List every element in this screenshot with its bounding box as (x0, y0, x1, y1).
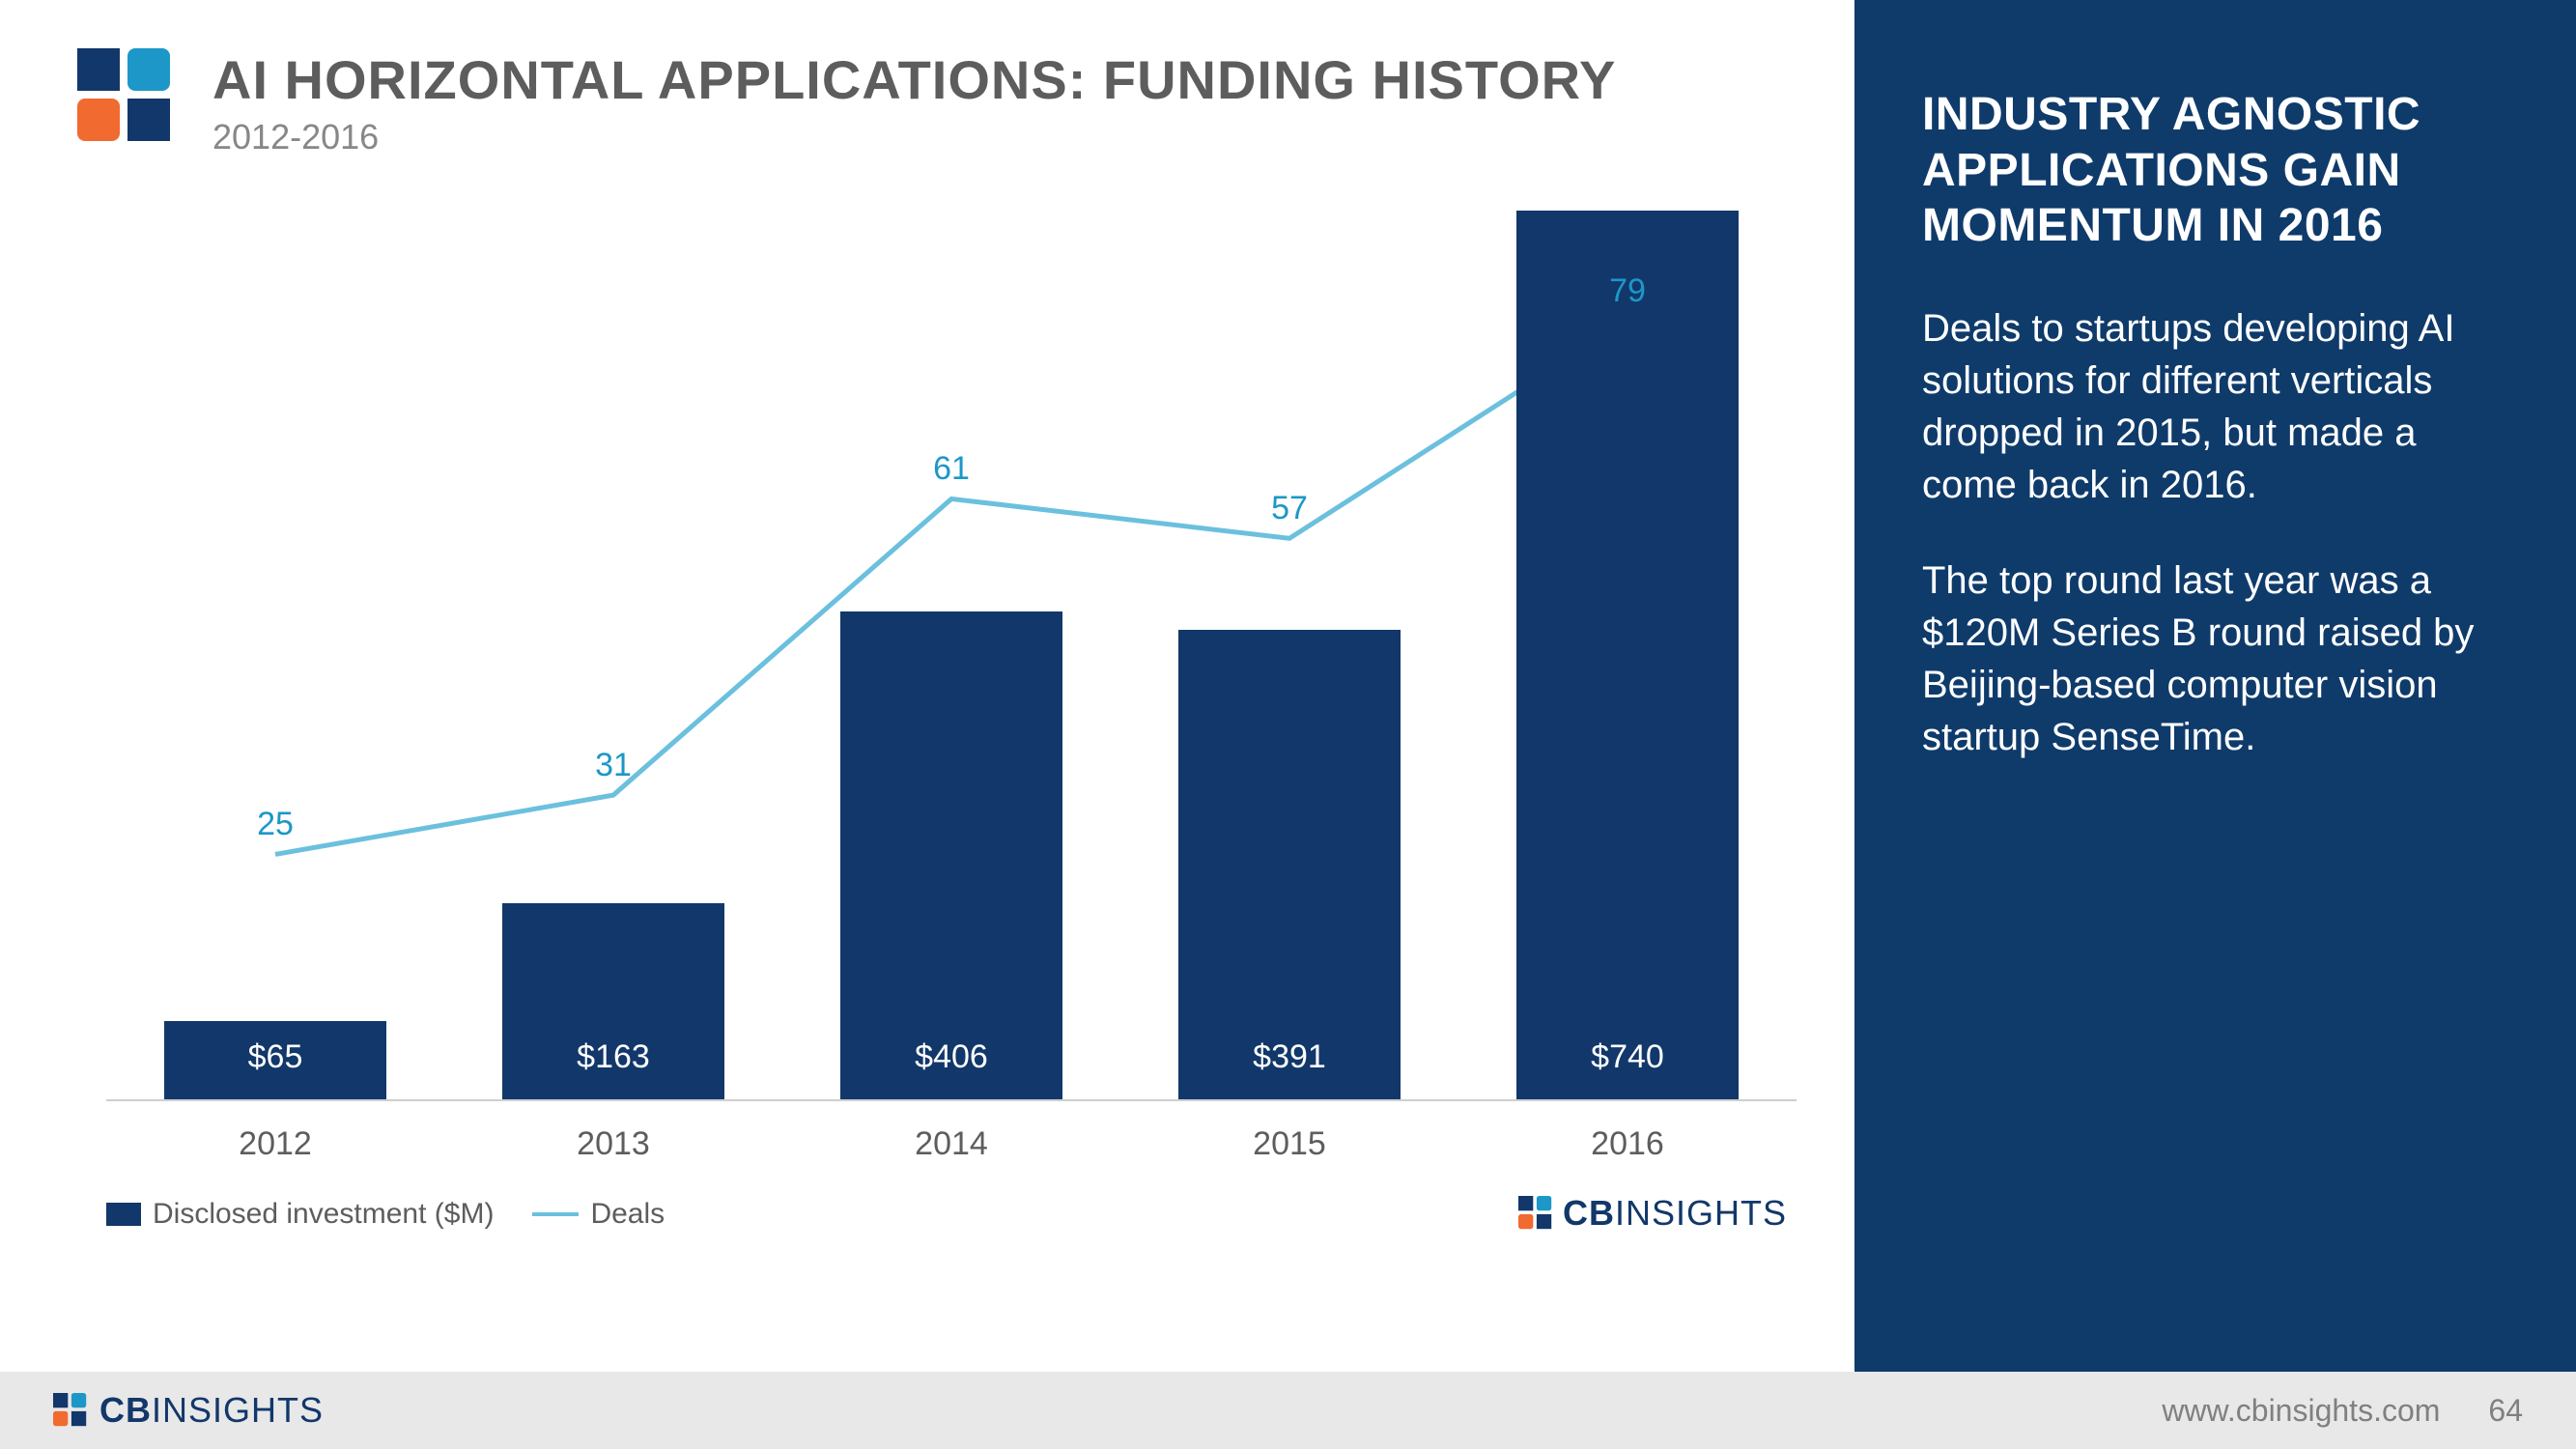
legend-swatch-bar (106, 1203, 141, 1226)
bar: $163 (502, 903, 724, 1099)
bar: $391 (1178, 630, 1401, 1099)
bar-value-label: $740 (1516, 1038, 1739, 1076)
line-value-label: 61 (913, 450, 990, 488)
legend-line-label: Deals (590, 1198, 665, 1231)
bar-value-label: $65 (164, 1038, 386, 1076)
line-value-label: 25 (237, 806, 314, 843)
watermark-text: CBINSIGHTS (1563, 1193, 1787, 1234)
title-block: AI HORIZONTAL APPLICATIONS: FUNDING HIST… (212, 48, 1616, 157)
legend-item-line: Deals (532, 1198, 665, 1231)
footer-brand: CBINSIGHTS (53, 1390, 324, 1431)
sidebar-paragraph: The top round last year was a $120M Seri… (1922, 554, 2508, 763)
legend-item-bar: Disclosed investment ($M) (106, 1198, 494, 1231)
cbinsights-logo-icon (77, 48, 174, 145)
bar-value-label: $163 (502, 1038, 724, 1076)
x-axis-tick: 2015 (1231, 1125, 1347, 1163)
sidebar-paragraph: Deals to startups developing AI solution… (1922, 302, 2508, 511)
legend-bar-label: Disclosed investment ($M) (153, 1198, 494, 1231)
sidebar-title: INDUSTRY AGNOSTIC APPLICATIONS GAIN MOME… (1922, 87, 2508, 254)
footer-page-number: 64 (2488, 1393, 2523, 1429)
main-panel: AI HORIZONTAL APPLICATIONS: FUNDING HIST… (0, 0, 1854, 1372)
legend-swatch-line (532, 1212, 579, 1216)
bar-value-label: $391 (1178, 1038, 1401, 1076)
line-value-label: 57 (1251, 490, 1328, 527)
bar-value-label: $406 (840, 1038, 1062, 1076)
footer-brand-text: CBINSIGHTS (99, 1390, 324, 1431)
page-title: AI HORIZONTAL APPLICATIONS: FUNDING HIST… (212, 48, 1616, 111)
x-axis-tick: 2012 (217, 1125, 333, 1163)
footer-right: www.cbinsights.com 64 (2162, 1393, 2523, 1429)
page-subtitle: 2012-2016 (212, 117, 1616, 157)
footer: CBINSIGHTS www.cbinsights.com 64 (0, 1372, 2576, 1449)
sidebar: INDUSTRY AGNOSTIC APPLICATIONS GAIN MOME… (1854, 0, 2576, 1372)
plot-area: $65 25 $163 31 $406 61 $391 57 $740 79 (106, 213, 1797, 1101)
line-value-label: 79 (1589, 272, 1666, 310)
x-axis-tick: 2014 (893, 1125, 1009, 1163)
bar: $406 (840, 611, 1062, 1099)
line-value-label: 31 (575, 747, 652, 784)
footer-url: www.cbinsights.com (2162, 1393, 2440, 1429)
legend: Disclosed investment ($M) Deals (106, 1198, 665, 1231)
chart: $65 25 $163 31 $406 61 $391 57 $740 79 Disclosed … (106, 213, 1797, 1304)
x-axis-tick: 2016 (1570, 1125, 1685, 1163)
bar: $740 (1516, 211, 1739, 1099)
header: AI HORIZONTAL APPLICATIONS: FUNDING HIST… (77, 48, 1616, 157)
cbinsights-logo-icon (1518, 1196, 1553, 1231)
x-axis-tick: 2013 (555, 1125, 671, 1163)
bar: $65 (164, 1021, 386, 1099)
cbinsights-logo-icon (53, 1393, 88, 1428)
chart-watermark: CBINSIGHTS (1518, 1193, 1787, 1234)
